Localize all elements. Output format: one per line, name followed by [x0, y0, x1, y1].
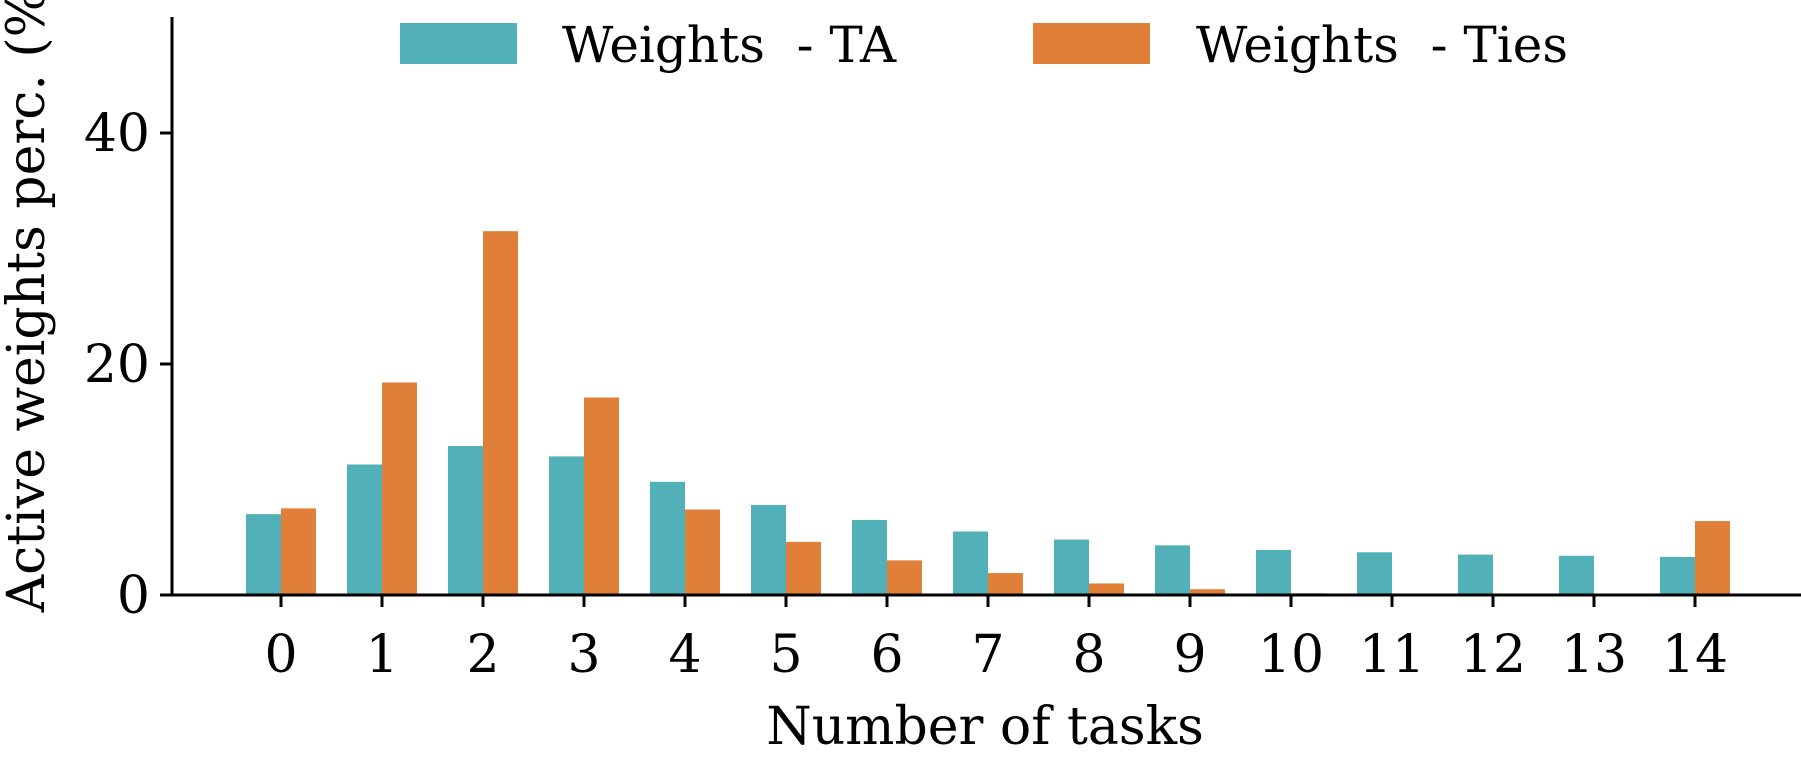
x-tick-label-13: 13 — [1561, 625, 1627, 685]
y-ticks-group: 0 20 40 — [84, 104, 172, 626]
bar-ta-8 — [1054, 539, 1089, 595]
bars-group — [246, 231, 1730, 596]
x-tick-label-12: 12 — [1460, 625, 1526, 685]
bar-ta-6 — [852, 519, 887, 595]
bar-ties-9 — [1190, 589, 1225, 595]
bar-ties-4 — [685, 509, 720, 595]
bar-ties-8 — [1089, 583, 1124, 595]
bar-ties-14 — [1695, 521, 1730, 595]
y-tick-label-0: 0 — [117, 566, 150, 626]
x-tick-label-14: 14 — [1662, 625, 1728, 685]
x-tick-label-8: 8 — [1072, 625, 1105, 685]
bar-ta-13 — [1559, 555, 1594, 595]
bar-ta-9 — [1155, 545, 1190, 595]
bar-ties-3 — [584, 397, 619, 595]
bar-ta-5 — [751, 504, 786, 595]
legend-label-ties: Weights - Ties — [1196, 16, 1568, 74]
bar-ties-5 — [786, 541, 821, 595]
x-tick-label-6: 6 — [870, 625, 903, 685]
bar-ta-14 — [1660, 556, 1695, 595]
x-tick-label-5: 5 — [769, 625, 802, 685]
bar-ta-2 — [448, 446, 483, 595]
legend-label-ta: Weights - TA — [562, 16, 897, 74]
bar-ties-1 — [382, 382, 417, 595]
bar-ta-7 — [953, 531, 988, 595]
x-axis-title: Number of tasks — [766, 697, 1204, 757]
axes-group — [170, 17, 1801, 597]
x-tick-label-11: 11 — [1359, 625, 1425, 685]
x-ticks-group: 0 1 2 3 4 5 6 7 8 9 10 11 12 13 14 — [264, 595, 1728, 685]
x-tick-label-0: 0 — [264, 625, 297, 685]
x-tick-label-4: 4 — [668, 625, 701, 685]
bar-ta-11 — [1357, 552, 1392, 595]
bar-ta-4 — [650, 481, 685, 595]
legend-swatch-ties — [1033, 23, 1150, 64]
bar-ties-2 — [483, 231, 518, 596]
legend-swatch-ta — [400, 23, 517, 64]
y-axis-title: Active weights perc. (%) — [0, 0, 57, 613]
x-tick-label-10: 10 — [1258, 625, 1324, 685]
bar-ties-7 — [988, 573, 1023, 595]
y-tick-label-20: 20 — [84, 335, 150, 395]
x-tick-label-3: 3 — [567, 625, 600, 685]
x-tick-label-9: 9 — [1173, 625, 1206, 685]
x-tick-label-1: 1 — [365, 625, 398, 685]
y-tick-label-40: 40 — [84, 104, 150, 164]
bar-ta-12 — [1458, 554, 1493, 595]
bar-ta-10 — [1256, 549, 1291, 595]
legend: Weights - TA Weights - Ties — [400, 16, 1568, 74]
bar-ties-0 — [281, 508, 316, 595]
x-tick-label-7: 7 — [971, 625, 1004, 685]
bar-ta-1 — [347, 464, 382, 595]
bar-ta-0 — [246, 514, 281, 595]
bar-ta-3 — [549, 456, 584, 595]
bar-ties-6 — [887, 560, 922, 595]
x-tick-label-2: 2 — [466, 625, 499, 685]
